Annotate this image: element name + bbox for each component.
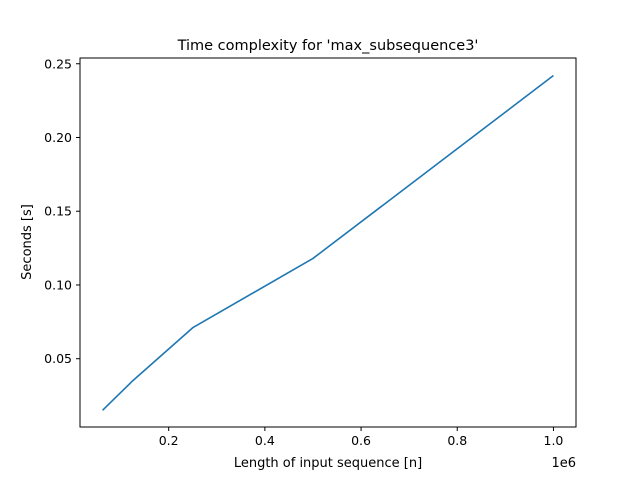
axes-frame bbox=[79, 57, 577, 428]
y-tick-label: 0.05 bbox=[44, 351, 72, 366]
y-tick-label: 0.10 bbox=[44, 277, 72, 292]
y-tick-label: 0.25 bbox=[44, 56, 72, 71]
y-axis-label: Seconds [s] bbox=[20, 204, 35, 280]
chart-title: Time complexity for 'max_subsequence3' bbox=[177, 38, 479, 54]
y-tick-label: 0.15 bbox=[44, 204, 72, 219]
x-tick-label: 0.4 bbox=[255, 433, 275, 448]
x-axis-offset-text: 1e6 bbox=[551, 456, 576, 471]
plot-area bbox=[101, 74, 554, 411]
x-tick-label: 0.2 bbox=[159, 433, 179, 448]
series-line bbox=[101, 74, 554, 411]
y-tick-label: 0.20 bbox=[44, 130, 72, 145]
x-tick-label: 1.0 bbox=[544, 433, 564, 448]
x-axis-label: Length of input sequence [n] bbox=[234, 456, 422, 471]
x-tick-label: 0.6 bbox=[351, 433, 371, 448]
x-tick-label: 0.8 bbox=[447, 433, 467, 448]
x-axis: 0.2 0.4 0.6 0.8 1.0 bbox=[159, 427, 564, 448]
y-axis: 0.05 0.10 0.15 0.20 0.25 bbox=[44, 56, 80, 366]
